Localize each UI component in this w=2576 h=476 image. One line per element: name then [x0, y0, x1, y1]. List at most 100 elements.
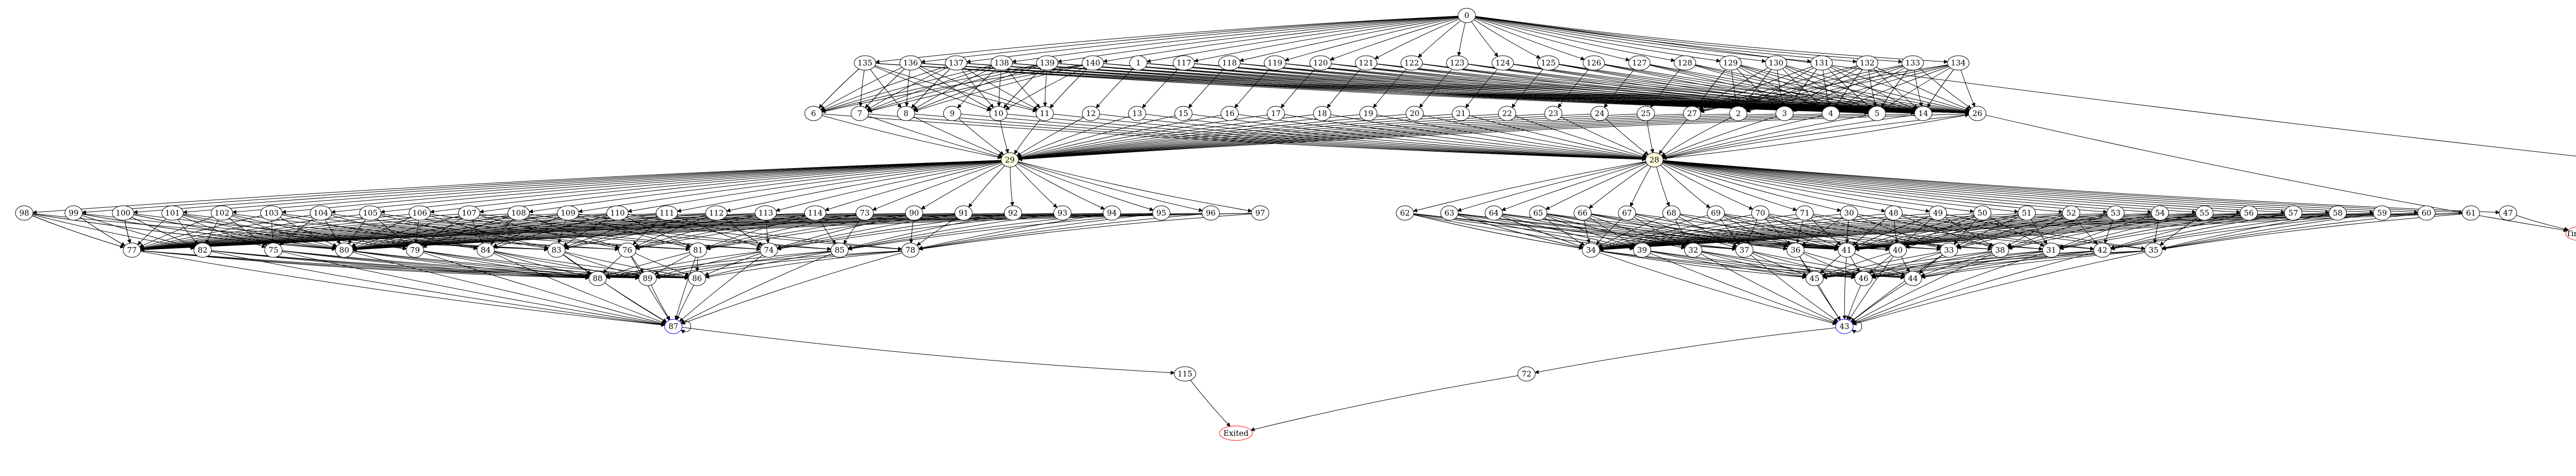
node-ellipse	[1904, 271, 1922, 286]
node-ellipse	[954, 205, 973, 221]
edge-81-to-89	[654, 254, 691, 275]
edge-108-to-80	[352, 215, 509, 250]
edge-34-to-45	[1599, 251, 1807, 280]
node-label: Exited	[1224, 429, 1249, 438]
edge-137-to-8	[911, 69, 951, 108]
edge-55-to-34	[1599, 213, 2196, 252]
node-112: 112	[705, 205, 727, 221]
edge-9-to-28	[961, 113, 1647, 161]
edge-29-to-98	[32, 160, 1002, 215]
node-70: 70	[1751, 205, 1770, 221]
node-ellipse	[855, 205, 874, 221]
node-38: 38	[1991, 242, 2009, 258]
edge-10-to-28	[1007, 113, 1647, 161]
edge-98-to-82	[32, 214, 195, 250]
node-134: 134	[1947, 55, 1970, 71]
node-label: 95	[1157, 208, 1166, 218]
edge-115-to-Exited	[1190, 380, 1231, 427]
node-label: 52	[2066, 208, 2076, 218]
edge-0-to-137	[966, 16, 1459, 64]
edge-139-to-6	[821, 64, 1037, 113]
node-73: 73	[855, 205, 874, 221]
node-ellipse	[754, 205, 777, 221]
edge-76-to-89	[631, 256, 644, 273]
node-label: 65	[1533, 208, 1543, 218]
edge-133-to-5	[1881, 69, 1908, 108]
node-label: 36	[1791, 245, 1801, 255]
node-102: 102	[211, 205, 233, 221]
edge-56-to-34	[1599, 213, 2241, 252]
edge-135-to-11	[875, 65, 1037, 112]
node-label: 68	[1667, 208, 1676, 218]
edge-70-to-41	[1768, 216, 1840, 248]
edge-39-to-46	[1651, 251, 1856, 280]
node-52: 52	[2062, 205, 2080, 221]
edge-39-to-43	[1650, 253, 1837, 324]
edge-132-to-27	[1700, 65, 1858, 112]
node-ellipse	[1517, 366, 1536, 382]
node-25: 25	[1637, 106, 1655, 121]
node-139: 139	[1036, 55, 1059, 71]
edge-98-to-77	[32, 215, 125, 249]
edge-133-to-4	[1837, 68, 1905, 110]
node-ellipse	[1152, 205, 1171, 221]
edge-69-to-41	[1724, 215, 1839, 249]
edge-131-to-4	[1822, 70, 1831, 107]
edge-56-to-41	[1855, 214, 2241, 251]
node-ellipse	[705, 205, 727, 221]
node-36: 36	[1786, 242, 1805, 258]
edge-32-to-44	[1702, 251, 1905, 280]
node-label: 102	[215, 208, 230, 218]
edge-58-to-35	[2161, 214, 2329, 250]
node-ellipse	[1128, 106, 1146, 121]
edge-0-to-131	[1475, 16, 1812, 63]
node-137: 137	[945, 55, 968, 71]
node-12: 12	[1082, 106, 1100, 121]
node-53: 53	[2106, 205, 2125, 221]
node-35: 35	[2144, 242, 2163, 258]
node-label: 72	[1521, 369, 1531, 379]
edge-132-to-5	[1868, 70, 1877, 107]
edge-16-to-28	[1238, 114, 1647, 161]
edge-94-to-78	[918, 214, 1104, 250]
node-ellipse	[1751, 205, 1770, 221]
node-78: 78	[901, 242, 920, 258]
edge-122-to-19	[1373, 69, 1406, 108]
edge-117-to-5	[1194, 63, 1869, 115]
edge-64-to-34	[1501, 216, 1584, 248]
node-68: 68	[1662, 205, 1681, 221]
node-label: 27	[1687, 109, 1697, 118]
edge-57-to-41	[1855, 213, 2285, 251]
node-label: 75	[268, 245, 278, 255]
node-63: 63	[1440, 205, 1459, 221]
node-16: 16	[1221, 106, 1239, 121]
node-130: 130	[1765, 55, 1787, 71]
edge-135-to-6	[819, 69, 859, 109]
node-label: 127	[1632, 58, 1647, 68]
node-67: 67	[1618, 205, 1636, 221]
node-ellipse	[1674, 55, 1696, 71]
node-label: 1	[1136, 58, 1141, 68]
node-label: 29	[1005, 155, 1014, 165]
edge-0-to-1	[1146, 16, 1459, 63]
node-label: 10	[993, 109, 1003, 118]
edge-90-to-81	[706, 214, 906, 250]
edge-36-to-44	[1804, 252, 1905, 278]
edge-5-to-28	[1662, 114, 1869, 159]
edge-0-to-120	[1330, 18, 1459, 61]
edge-62-to-34	[1413, 214, 1583, 250]
node-ellipse	[1884, 205, 1903, 221]
edge-0-to-121	[1374, 19, 1460, 59]
edge-134-to-26	[1960, 70, 1975, 107]
edge-68-to-37	[1679, 216, 1738, 247]
edge-29-to-109	[578, 160, 1002, 214]
edge-136-to-8	[905, 70, 910, 107]
node-ellipse	[1036, 55, 1059, 71]
edge-118-to-15	[1188, 69, 1224, 108]
edge-28-to-53	[1663, 160, 2108, 214]
node-ellipse	[655, 205, 678, 221]
edge-29-to-113	[775, 161, 1002, 212]
edge-90-to-78	[909, 220, 914, 243]
node-109: 109	[557, 205, 580, 221]
node-ellipse	[1637, 106, 1655, 121]
